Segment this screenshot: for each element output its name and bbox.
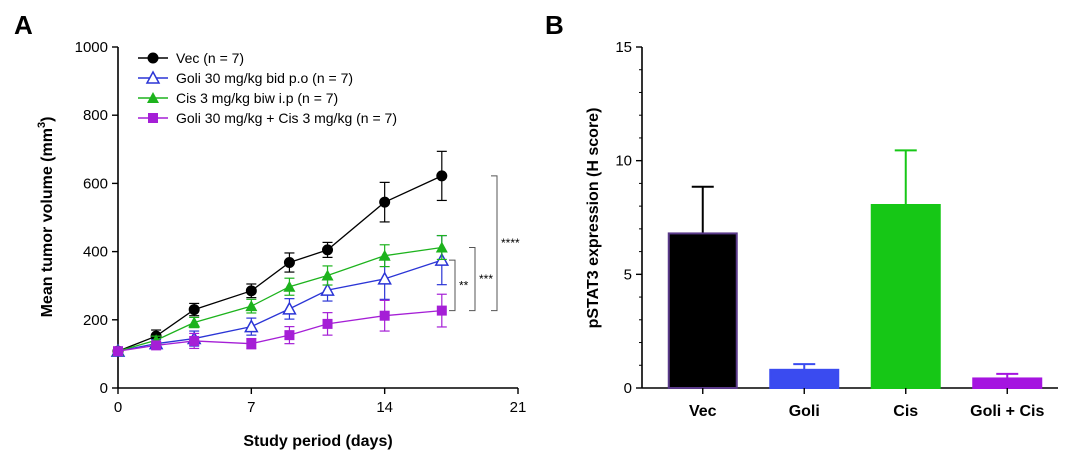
data-point — [188, 304, 200, 316]
panel-b-y-axis-title: pSTAT3 expression (H score) — [585, 108, 602, 329]
data-point — [322, 244, 334, 256]
panel-a-y-ticks: 0 200 400 600 800 1000 — [75, 39, 118, 397]
data-point — [284, 330, 295, 341]
data-point — [147, 52, 159, 64]
data-point — [245, 300, 258, 312]
x-tick-label: Vec — [689, 403, 717, 420]
data-point — [148, 113, 158, 123]
panel-a-legend: Vec (n = 7) Goli 30 mg/kg bid p.o (n = 7)… — [138, 50, 397, 126]
y-tick-label: 400 — [83, 244, 108, 261]
y-tick-label: 0 — [100, 380, 108, 397]
panel-b-x-ticks: Vec Goli Cis Goli + Cis — [689, 388, 1044, 420]
data-point — [283, 280, 296, 292]
data-point — [321, 269, 334, 281]
x-tick-label: 0 — [114, 399, 122, 416]
data-point — [436, 170, 448, 182]
series-square-filled — [113, 293, 447, 357]
bar-group — [769, 363, 840, 389]
series-line — [117, 246, 442, 352]
data-point — [379, 196, 391, 208]
x-tick-label: Goli — [789, 403, 820, 420]
data-point — [245, 285, 257, 297]
data-point — [282, 301, 297, 315]
bar-group — [972, 372, 1043, 389]
data-point — [145, 70, 161, 84]
series-triangle-filled — [112, 234, 448, 357]
bar-group — [667, 185, 738, 389]
data-point — [377, 271, 392, 285]
data-point — [435, 241, 448, 253]
y-tick-label: 800 — [83, 107, 108, 124]
bar — [972, 377, 1043, 389]
data-point — [244, 319, 259, 333]
y-tick-label: 5 — [624, 266, 632, 283]
x-tick-label: Cis — [893, 403, 918, 420]
panel-b-bars — [667, 149, 1043, 389]
significance-label: *** — [479, 272, 493, 286]
bar — [870, 203, 941, 389]
panel-a-axes — [117, 47, 518, 389]
legend-label: Cis 3 mg/kg biw i.p (n = 7) — [176, 90, 338, 106]
series-line — [117, 175, 443, 352]
y-tick-label: 15 — [615, 39, 632, 56]
data-point — [246, 338, 257, 349]
legend-label: Goli 30 mg/kg bid p.o (n = 7) — [176, 70, 353, 86]
x-tick-label: 21 — [510, 399, 527, 416]
series-line — [117, 309, 442, 352]
y-tick-label: 10 — [615, 153, 632, 170]
significance-bracket — [491, 175, 498, 312]
bar — [667, 232, 738, 389]
legend-label: Vec (n = 7) — [176, 50, 244, 66]
y-tick-label: 0 — [624, 380, 632, 397]
panel-a-y-axis-title: Mean tumor volume (mm3) — [36, 117, 56, 318]
panel-b: B 0 5 10 15 Vec Goli Cis Goli + Cis pSTAT3 exp… — [545, 10, 1058, 420]
panel-b-letter: B — [545, 10, 564, 40]
significance-bracket — [469, 247, 476, 312]
legend-label: Goli 30 mg/kg + Cis 3 mg/kg (n = 7) — [176, 110, 397, 126]
data-point — [189, 335, 200, 346]
significance-label: ** — [459, 278, 469, 292]
data-point — [151, 340, 162, 351]
bar — [769, 368, 840, 389]
panel-b-y-ticks: 0 5 10 15 — [615, 39, 642, 397]
data-point — [113, 346, 123, 357]
y-tick-label: 600 — [83, 175, 108, 192]
y-tick-label: 1000 — [75, 39, 108, 56]
bar-group — [870, 149, 941, 389]
panel-a-letter: A — [14, 10, 33, 40]
panel-a-x-ticks: 0 7 14 21 — [114, 388, 527, 416]
y-tick-label: 200 — [83, 312, 108, 329]
panel-a-series — [110, 150, 450, 357]
data-point — [147, 92, 159, 103]
panel-a-significance: ** ******* — [449, 175, 520, 312]
panel-a-x-axis-title: Study period (days) — [243, 433, 392, 450]
data-point — [436, 305, 447, 316]
panel-a: A 0 200 400 600 800 1000 0 7 14 21 Study period … — [14, 10, 526, 450]
data-point — [320, 282, 335, 296]
series-line — [117, 259, 443, 352]
data-point — [188, 316, 201, 328]
significance-bracket — [449, 259, 456, 312]
data-point — [283, 257, 295, 269]
x-tick-label: Goli + Cis — [970, 403, 1044, 420]
x-tick-label: 7 — [247, 399, 255, 416]
data-point — [322, 318, 333, 329]
x-tick-label: 14 — [376, 399, 393, 416]
data-point — [378, 249, 391, 261]
data-point — [379, 310, 390, 321]
significance-label: **** — [501, 236, 520, 250]
